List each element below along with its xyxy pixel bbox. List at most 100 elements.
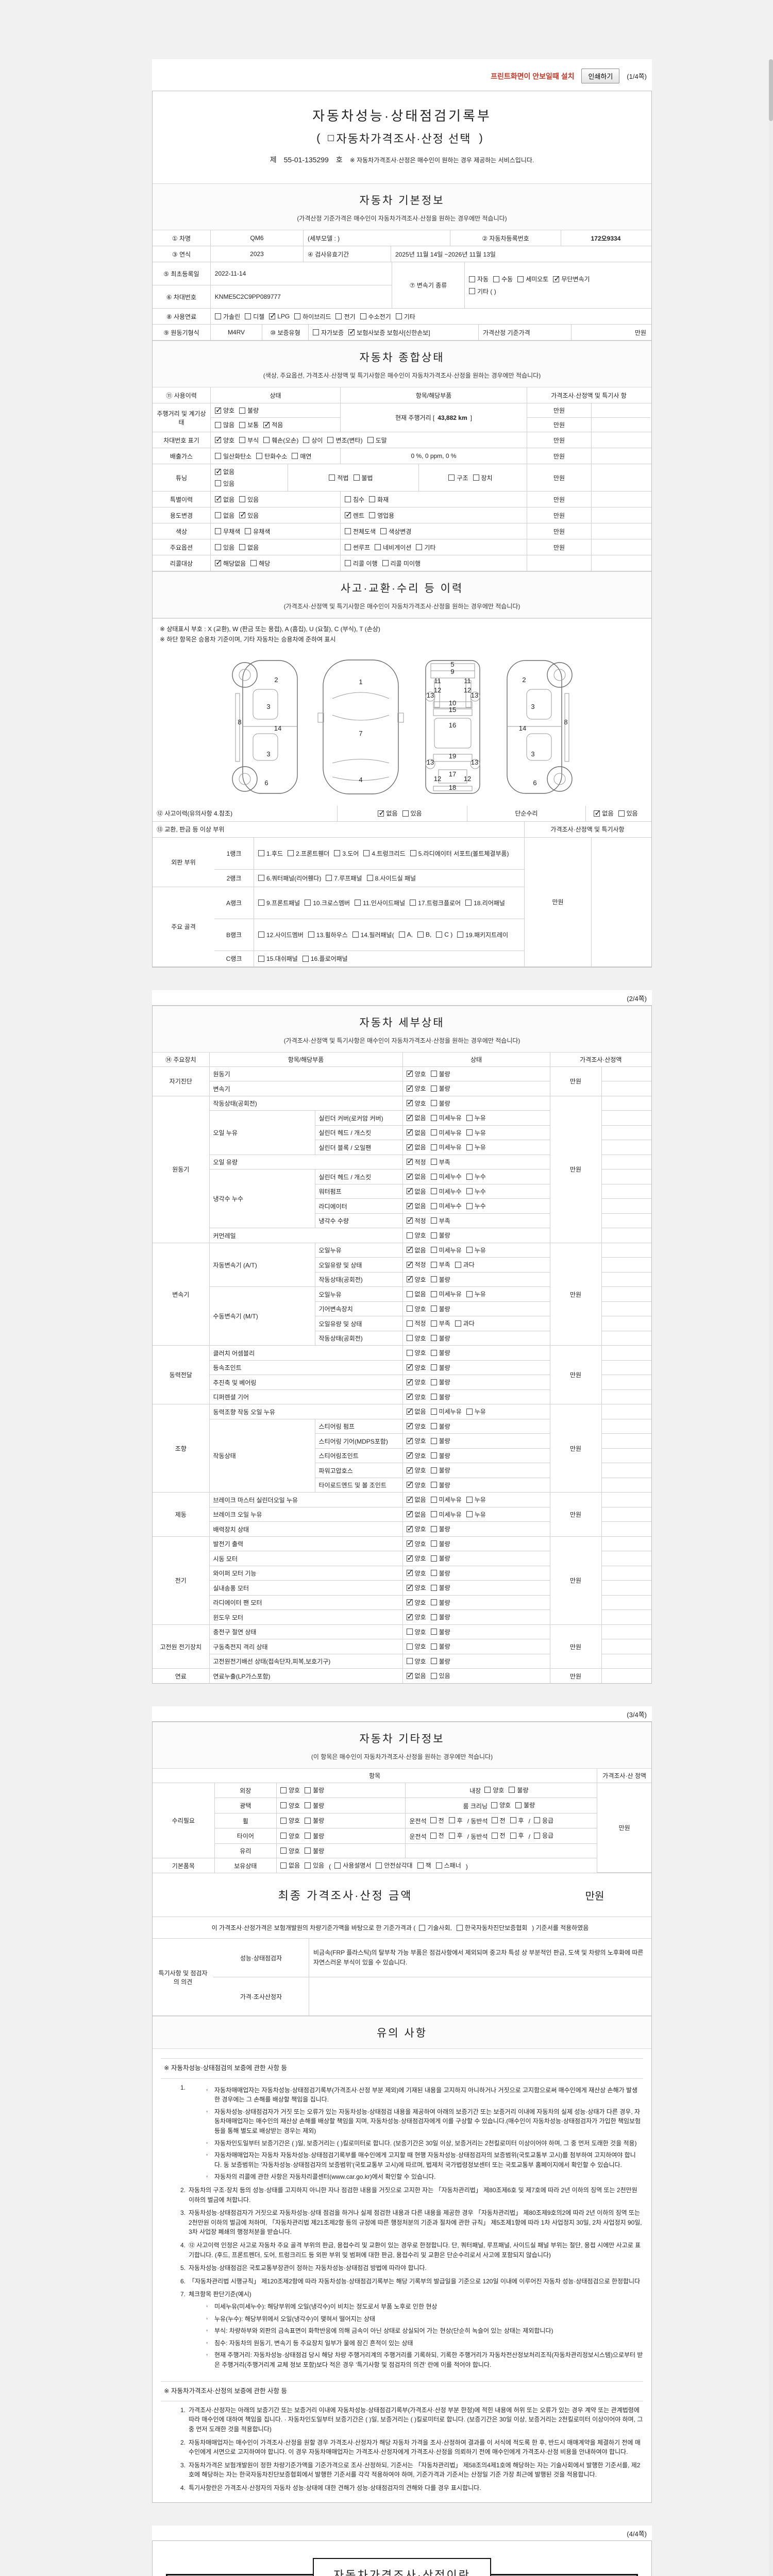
checkbox-icon[interactable]: [406, 1480, 413, 1489]
checkbox-양호[interactable]: 양호: [406, 1553, 426, 1563]
checkbox-적정[interactable]: 적정: [406, 1157, 426, 1166]
checkbox-icon[interactable]: [406, 1495, 413, 1504]
checkbox-양호[interactable]: 양호: [406, 1274, 426, 1284]
checkbox-icon[interactable]: [348, 327, 356, 336]
checkbox-불량[interactable]: 불량: [430, 1378, 450, 1386]
checkbox-자가보증[interactable]: 자가보증: [313, 328, 344, 337]
checkbox-양호[interactable]: 양호: [406, 1421, 426, 1431]
checkbox-불량[interactable]: 불량: [430, 1084, 450, 1093]
checkbox-icon[interactable]: [430, 1276, 437, 1283]
checkbox-8.사이드실 패널[interactable]: 8.사이드실 패널: [366, 874, 416, 883]
checkbox-수소전기[interactable]: 수소전기: [360, 312, 391, 321]
checkbox-불량[interactable]: 불량: [430, 1422, 450, 1431]
checkbox-15.대쉬패널[interactable]: 15.대쉬패널: [258, 954, 298, 963]
checkbox-불량[interactable]: 불량: [305, 1832, 324, 1840]
checkbox-누유[interactable]: 누유: [466, 1290, 486, 1298]
checkbox-한국자동차진단보증협회[interactable]: 한국자동차진단보증협회: [456, 1923, 527, 1932]
checkbox-icon[interactable]: [258, 900, 264, 906]
checkbox-11.인사이드패널[interactable]: 11.인사이드패널: [355, 899, 405, 907]
checkbox-훼손(오손)[interactable]: 훼손(오손): [263, 436, 298, 445]
checkbox-icon[interactable]: [215, 480, 221, 486]
checkbox-스패너[interactable]: 스패너: [435, 1861, 461, 1870]
checkbox-icon[interactable]: [327, 437, 334, 443]
checkbox-보통[interactable]: 보통: [239, 420, 259, 429]
checkbox-불량[interactable]: 불량: [430, 1348, 450, 1357]
checkbox-없음[interactable]: 없음: [280, 1861, 300, 1870]
checkbox-icon[interactable]: [406, 1186, 413, 1195]
checkbox-icon[interactable]: [455, 1261, 461, 1268]
checkbox-icon[interactable]: [448, 1832, 455, 1839]
checkbox-4.트렁크리드[interactable]: 4.트렁크리드: [363, 849, 406, 858]
checkbox-양호[interactable]: 양호: [406, 1597, 426, 1607]
checkbox-부식[interactable]: 부식: [239, 436, 259, 445]
checkbox-icon[interactable]: [466, 1144, 473, 1150]
checkbox-icon[interactable]: [369, 496, 376, 502]
checkbox-icon[interactable]: [430, 1364, 437, 1371]
checkbox-icon[interactable]: [406, 1450, 413, 1460]
checkbox-icon[interactable]: [491, 1802, 498, 1808]
checkbox-C )[interactable]: C ): [436, 931, 452, 938]
checkbox-icon[interactable]: [288, 850, 294, 857]
checkbox-icon[interactable]: [406, 1291, 413, 1297]
checkbox-icon[interactable]: [366, 875, 373, 882]
checkbox-전[interactable]: 전: [491, 1831, 506, 1840]
checkbox-적정[interactable]: 적정: [406, 1215, 426, 1225]
checkbox-응급[interactable]: 응급: [533, 1831, 553, 1840]
checkbox-응급[interactable]: 응급: [533, 1816, 553, 1825]
checkbox-양호[interactable]: 양호: [406, 1069, 426, 1078]
checkbox-13.휠하우스[interactable]: 13.휠하우스: [308, 930, 348, 939]
checkbox-불량[interactable]: 불량: [430, 1070, 450, 1078]
checkbox-자동[interactable]: 자동: [469, 275, 489, 283]
checkbox-icon[interactable]: [380, 528, 387, 534]
checkbox-불량[interactable]: 불량: [430, 1466, 450, 1475]
checkbox-icon[interactable]: [406, 1421, 413, 1430]
checkbox-icon[interactable]: [466, 1511, 473, 1518]
checkbox-과다[interactable]: 과다: [455, 1319, 475, 1328]
checkbox-누수[interactable]: 누수: [466, 1172, 486, 1181]
checkbox-icon[interactable]: [448, 474, 455, 481]
checkbox-icon[interactable]: [328, 135, 334, 141]
checkbox-불량[interactable]: 불량: [430, 1393, 450, 1401]
checkbox-icon[interactable]: [430, 1540, 437, 1547]
checkbox-icon[interactable]: [406, 1215, 413, 1225]
checkbox-icon[interactable]: [430, 1437, 437, 1444]
checkbox-없음[interactable]: 없음: [406, 1127, 426, 1137]
checkbox-icon[interactable]: [430, 1584, 437, 1591]
scrollbar-thumb[interactable]: [769, 59, 773, 121]
checkbox-icon[interactable]: [430, 1423, 437, 1430]
checkbox-icon[interactable]: [345, 496, 351, 502]
checkbox-기타 ( )[interactable]: 기타 ( ): [469, 287, 496, 296]
checkbox-icon[interactable]: [430, 1452, 437, 1459]
checkbox-icon[interactable]: [269, 311, 276, 320]
checkbox-양호[interactable]: 양호: [406, 1568, 426, 1578]
checkbox-불량[interactable]: 불량: [430, 1231, 450, 1240]
car-top-view[interactable]: 1 7 4: [317, 657, 405, 796]
checkbox-해당[interactable]: 해당: [250, 559, 270, 568]
checkbox-있음[interactable]: 있음: [239, 510, 259, 520]
checkbox-리콜 이행[interactable]: 리콜 이행: [345, 559, 378, 568]
checkbox-icon[interactable]: [430, 1349, 437, 1356]
checkbox-icon[interactable]: [430, 1232, 437, 1239]
checkbox-icon[interactable]: [355, 900, 361, 906]
checkbox-양호[interactable]: 양호: [406, 1436, 426, 1445]
checkbox-icon[interactable]: [430, 1261, 437, 1268]
checkbox-icon[interactable]: [406, 1392, 413, 1401]
checkbox-양호[interactable]: 양호: [484, 1786, 504, 1794]
checkbox-B,[interactable]: B,: [417, 931, 431, 938]
checkbox-icon[interactable]: [305, 1787, 311, 1793]
checkbox-불량[interactable]: 불량: [430, 1569, 450, 1578]
checkbox-icon[interactable]: [510, 1817, 516, 1824]
checkbox-icon[interactable]: [292, 453, 298, 459]
checkbox-불량[interactable]: 불량: [515, 1801, 535, 1809]
checkbox-화재[interactable]: 화재: [369, 495, 389, 504]
checkbox-icon[interactable]: [430, 1832, 436, 1839]
checkbox-무채색[interactable]: 무채색: [215, 527, 240, 536]
checkbox-누수[interactable]: 누수: [466, 1187, 486, 1196]
checkbox-icon[interactable]: [215, 512, 221, 518]
checkbox-유채색[interactable]: 유채색: [245, 527, 270, 536]
checkbox-icon[interactable]: [430, 1247, 437, 1253]
checkbox-icon[interactable]: [430, 1672, 437, 1679]
checkbox-icon[interactable]: [430, 1408, 437, 1415]
checkbox-미세누유[interactable]: 미세누유: [430, 1128, 462, 1137]
checkbox-icon[interactable]: [215, 405, 222, 415]
